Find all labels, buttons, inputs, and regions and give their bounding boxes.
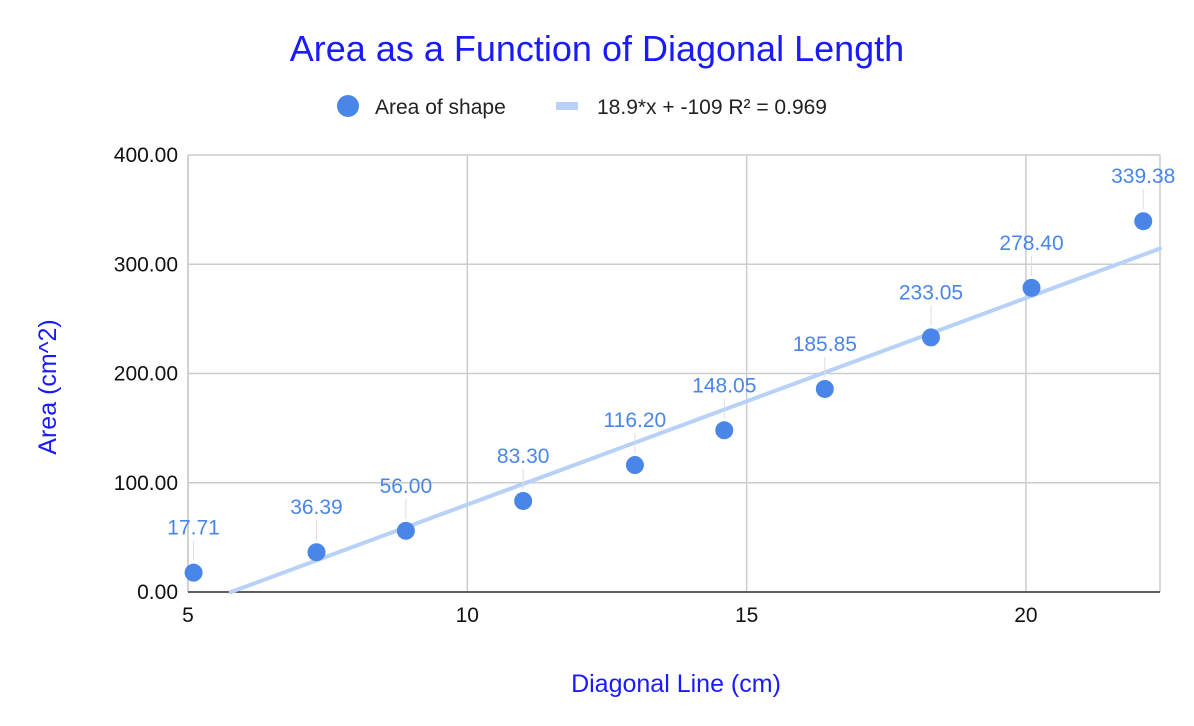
x-tick-label-2: 15 [735, 604, 758, 627]
data-point-5 [715, 421, 734, 440]
data-label-2: 56.00 [380, 475, 433, 498]
data-points [184, 212, 1153, 582]
y-tick-label-3: 300.00 [114, 253, 178, 276]
data-label-7: 233.05 [899, 281, 963, 304]
data-label-8: 278.40 [999, 232, 1063, 255]
legend-label-area-of-shape: Area of shape [375, 96, 506, 119]
y-axis-ticks: 0.00 100.00 200.00 300.00 400.00 [114, 144, 178, 604]
data-point-6 [815, 379, 834, 398]
data-point-8 [1022, 278, 1041, 297]
data-label-3: 83.30 [497, 445, 550, 468]
data-labels: 17.71 36.39 56.00 83.30 116.20 148.05 185.85 23… [167, 165, 1175, 561]
data-point-4 [625, 456, 644, 475]
data-label-1: 36.39 [290, 496, 343, 519]
trendline [228, 246, 1162, 594]
data-label-5: 148.05 [692, 374, 756, 397]
y-tick-label-1: 100.00 [114, 472, 178, 495]
legend-label-trendline: 18.9*x + -109 R² = 0.969 [597, 96, 827, 119]
legend: Area of shape 18.9*x + -109 R² = 0.969 [337, 95, 827, 119]
data-point-3 [514, 491, 533, 510]
grid-lines [187, 154, 1161, 593]
trendline-layer [228, 246, 1162, 594]
chart-title: Area as a Function of Diagonal Length [290, 28, 904, 69]
x-axis-label: Diagonal Line (cm) [571, 670, 781, 698]
data-point-1 [307, 543, 326, 562]
x-tick-label-0: 5 [182, 604, 194, 627]
data-label-4: 116.20 [604, 409, 667, 432]
data-label-0: 17.71 [167, 517, 220, 540]
data-point-2 [396, 521, 415, 540]
data-point-0 [184, 563, 203, 582]
y-axis-label: Area (cm^2) [34, 319, 62, 454]
legend-marker-area-of-shape [337, 95, 359, 117]
y-tick-label-0: 0.00 [137, 581, 178, 604]
data-point-7 [921, 328, 940, 347]
x-axis-ticks: 5 10 15 20 [182, 604, 1037, 627]
legend-marker-trendline [556, 102, 578, 110]
data-label-6: 185.85 [793, 333, 857, 356]
x-tick-label-1: 10 [456, 604, 479, 627]
data-label-9: 339.38 [1111, 165, 1175, 188]
x-tick-label-3: 20 [1014, 604, 1037, 627]
y-tick-label-2: 200.00 [114, 363, 178, 386]
data-point-9 [1134, 212, 1153, 231]
y-tick-label-4: 400.00 [114, 144, 178, 167]
